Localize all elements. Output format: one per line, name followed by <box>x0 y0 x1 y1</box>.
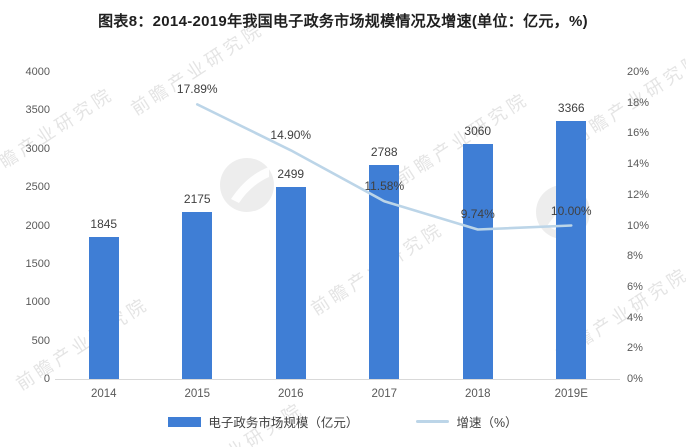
y-axis-left-tick: 4000 <box>25 66 50 78</box>
x-tick-2019E: 2019E <box>554 388 588 400</box>
growth-rate-label: 14.90% <box>270 128 312 143</box>
y-axis-right-tick: 2% <box>627 342 643 355</box>
bar-value-label: 1845 <box>90 217 118 232</box>
x-tick-2015: 2015 <box>184 388 211 400</box>
legend-item-growth-rate: 增速（%） <box>416 412 518 431</box>
bar-value-label: 2788 <box>370 145 398 160</box>
bar-value-label: 3366 <box>557 100 585 115</box>
y-axis-left-tick: 2000 <box>25 219 50 232</box>
bar-2019E <box>556 120 587 379</box>
y-axis-left-tick: 1000 <box>25 296 50 309</box>
chart-title: 图表8：2014-2019年我国电子政务市场规模情况及增速(单位：亿元，%) <box>98 13 588 30</box>
y-axis-right-tick: 18% <box>627 96 650 109</box>
legend: 电子政务市场规模（亿元） 增速（%） <box>0 412 686 431</box>
x-tick-2017: 2017 <box>371 388 398 400</box>
y-axis-right-tick: 6% <box>627 280 643 293</box>
growth-rate-label: 10.00% <box>550 203 592 218</box>
x-axis-line <box>55 379 620 380</box>
y-axis-right-tick: 16% <box>627 127 650 140</box>
bar-2016 <box>275 187 306 379</box>
bar-value-label: 2175 <box>183 192 211 207</box>
y-axis-right-tick: 14% <box>627 158 650 171</box>
x-tick-2014: 2014 <box>90 388 117 400</box>
bar-series-swatch <box>168 416 202 427</box>
y-axis-right-tick: 0% <box>627 373 643 385</box>
legend-label-growth-rate: 增速（%） <box>456 416 518 430</box>
y-axis-right-tick: 12% <box>627 188 650 201</box>
y-axis-left-tick: 3000 <box>25 142 50 155</box>
y-axis-right-tick: 10% <box>627 219 650 232</box>
x-tick-2018: 2018 <box>464 388 491 400</box>
y-axis-right-tick: 4% <box>627 311 643 324</box>
y-axis-left-tick: 2500 <box>25 181 50 194</box>
growth-rate-label: 17.89% <box>176 82 218 97</box>
y-axis-left-tick: 500 <box>31 334 50 347</box>
growth-rate-label: 11.58% <box>364 179 405 194</box>
bar-2018 <box>462 144 493 379</box>
bar-2015 <box>182 212 213 379</box>
bar-value-label: 2499 <box>277 167 305 182</box>
y-axis-left-tick: 3500 <box>25 104 50 117</box>
bar-value-label: 3060 <box>464 124 492 139</box>
legend-label-market-size: 电子政务市场规模（亿元） <box>208 416 359 430</box>
bar-2014 <box>88 237 119 379</box>
y-axis-right-tick: 20% <box>627 66 650 78</box>
x-tick-2016: 2016 <box>277 388 304 400</box>
y-axis-left-tick: 0 <box>43 373 50 385</box>
y-axis-right-tick: 8% <box>627 250 643 263</box>
legend-item-market-size: 电子政务市场规模（亿元） <box>168 412 358 431</box>
growth-rate-label: 9.74% <box>460 207 495 222</box>
line-series-swatch <box>416 420 450 423</box>
y-axis-left-tick: 1500 <box>25 257 50 270</box>
